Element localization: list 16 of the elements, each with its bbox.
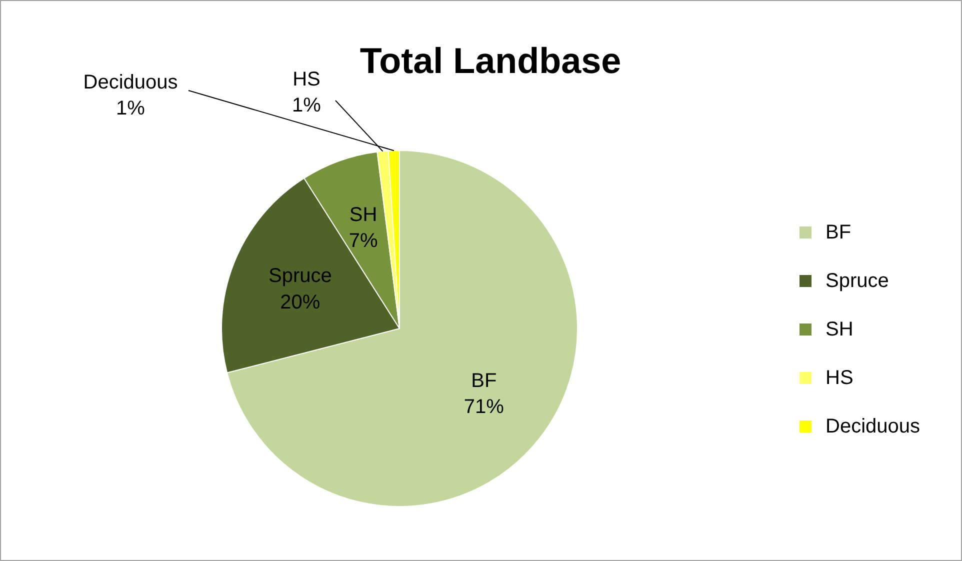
- slice-label: Deciduous: [83, 71, 178, 94]
- data-label: 71%: [464, 396, 504, 418]
- slice-label: Spruce: [268, 264, 332, 287]
- data-label: 1%: [116, 98, 146, 120]
- legend-label: Spruce: [826, 270, 889, 292]
- legend-label: HS: [826, 367, 854, 389]
- legend-label: SH: [826, 318, 854, 340]
- legend-label: Deciduous: [826, 416, 920, 438]
- slice-label: SH: [349, 204, 378, 226]
- slice-label: BF: [471, 370, 497, 392]
- chart-title: Total Landbase: [360, 40, 622, 81]
- data-label: 7%: [348, 230, 378, 252]
- legend-label: BF: [826, 222, 852, 244]
- data-label: 1%: [292, 94, 322, 117]
- slice-label: HS: [292, 68, 320, 90]
- data-label: 20%: [280, 291, 320, 314]
